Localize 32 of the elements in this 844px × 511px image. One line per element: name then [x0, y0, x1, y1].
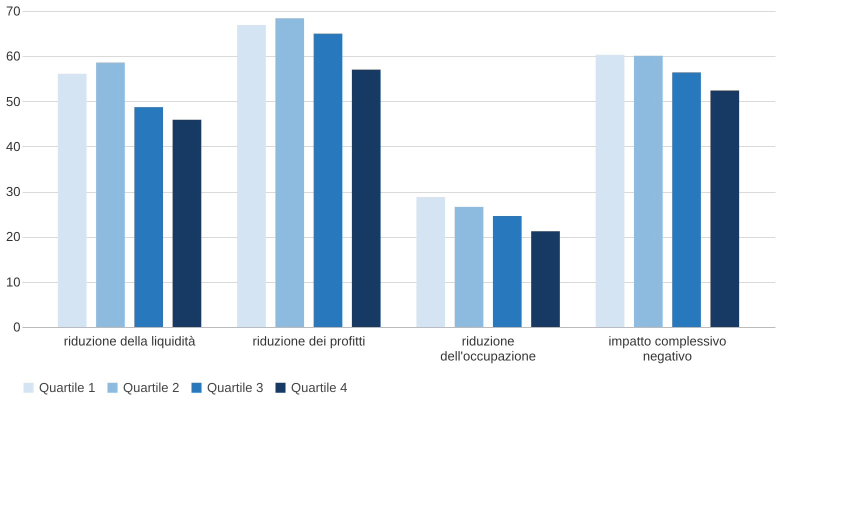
y-tick-label: 50 [6, 94, 20, 109]
bar [96, 62, 125, 327]
bar [416, 196, 446, 327]
y-tick-label: 0 [13, 320, 20, 334]
bar [531, 231, 560, 327]
bar [237, 24, 266, 327]
x-tick-label: riduzione dei profitti [252, 334, 366, 348]
y-tick-label: 60 [6, 48, 20, 64]
bar [634, 56, 663, 327]
legend-label: Quartile 2 [123, 380, 180, 395]
x-tick-label: riduzione della liquidità [64, 334, 196, 348]
y-tick-label: 40 [6, 138, 20, 154]
bar [352, 70, 381, 327]
bar [172, 120, 202, 327]
bar [314, 34, 342, 327]
bar [275, 18, 304, 327]
y-tick-label: 30 [6, 184, 20, 200]
bar [492, 216, 522, 327]
x-tick-label: impatto complessivo negativo [608, 334, 726, 364]
y-tick-label: 70 [6, 4, 20, 18]
bar [710, 90, 740, 327]
x-tick-label: riduzione dell'occupazione [440, 334, 536, 364]
legend-label: Quartile 1 [39, 380, 96, 395]
bar [596, 54, 624, 327]
bar [454, 206, 484, 327]
y-tick-label: 10 [6, 274, 20, 290]
bar [672, 72, 701, 327]
bar [58, 74, 87, 327]
bar [134, 107, 164, 327]
legend-label: Quartile 3 [207, 380, 264, 395]
legend-label: Quartile 4 [291, 380, 348, 395]
y-tick-label: 20 [6, 229, 20, 244]
